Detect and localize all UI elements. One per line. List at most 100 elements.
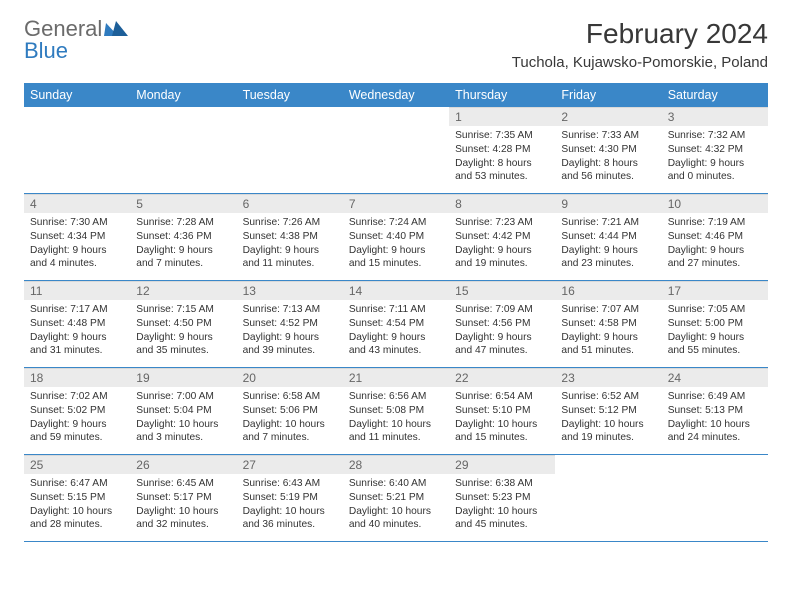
day-number: 10 [662,194,768,213]
day-details: Sunrise: 6:43 AMSunset: 5:19 PMDaylight:… [237,474,343,538]
day-number: 1 [449,107,555,126]
day-details: Sunrise: 6:54 AMSunset: 5:10 PMDaylight:… [449,387,555,451]
day-cell: 8Sunrise: 7:23 AMSunset: 4:42 PMDaylight… [449,194,555,280]
day-cell: 29Sunrise: 6:38 AMSunset: 5:23 PMDayligh… [449,455,555,541]
day-cell: 6Sunrise: 7:26 AMSunset: 4:38 PMDaylight… [237,194,343,280]
day-details: Sunrise: 7:09 AMSunset: 4:56 PMDaylight:… [449,300,555,364]
day-cell: 28Sunrise: 6:40 AMSunset: 5:21 PMDayligh… [343,455,449,541]
week-row: 1Sunrise: 7:35 AMSunset: 4:28 PMDaylight… [24,107,768,194]
day-number: 17 [662,281,768,300]
week-row: 4Sunrise: 7:30 AMSunset: 4:34 PMDaylight… [24,194,768,281]
day-details: Sunrise: 6:56 AMSunset: 5:08 PMDaylight:… [343,387,449,451]
day-number: 11 [24,281,130,300]
day-cell: 13Sunrise: 7:13 AMSunset: 4:52 PMDayligh… [237,281,343,367]
empty-cell [343,107,449,193]
day-header-row: SundayMondayTuesdayWednesdayThursdayFrid… [24,83,768,107]
day-details: Sunrise: 6:49 AMSunset: 5:13 PMDaylight:… [662,387,768,451]
day-number: 24 [662,368,768,387]
empty-cell [130,107,236,193]
day-cell: 10Sunrise: 7:19 AMSunset: 4:46 PMDayligh… [662,194,768,280]
day-number: 20 [237,368,343,387]
day-cell: 7Sunrise: 7:24 AMSunset: 4:40 PMDaylight… [343,194,449,280]
day-cell: 1Sunrise: 7:35 AMSunset: 4:28 PMDaylight… [449,107,555,193]
calendar: SundayMondayTuesdayWednesdayThursdayFrid… [24,83,768,542]
day-cell: 23Sunrise: 6:52 AMSunset: 5:12 PMDayligh… [555,368,661,454]
day-number: 8 [449,194,555,213]
day-details: Sunrise: 7:24 AMSunset: 4:40 PMDaylight:… [343,213,449,277]
day-cell: 25Sunrise: 6:47 AMSunset: 5:15 PMDayligh… [24,455,130,541]
day-details: Sunrise: 6:38 AMSunset: 5:23 PMDaylight:… [449,474,555,538]
day-details: Sunrise: 7:21 AMSunset: 4:44 PMDaylight:… [555,213,661,277]
logo: General Blue [24,18,128,62]
day-details: Sunrise: 6:47 AMSunset: 5:15 PMDaylight:… [24,474,130,538]
day-details: Sunrise: 6:58 AMSunset: 5:06 PMDaylight:… [237,387,343,451]
day-cell: 20Sunrise: 6:58 AMSunset: 5:06 PMDayligh… [237,368,343,454]
day-cell: 17Sunrise: 7:05 AMSunset: 5:00 PMDayligh… [662,281,768,367]
day-details: Sunrise: 6:52 AMSunset: 5:12 PMDaylight:… [555,387,661,451]
day-number: 12 [130,281,236,300]
empty-cell [24,107,130,193]
day-cell: 3Sunrise: 7:32 AMSunset: 4:32 PMDaylight… [662,107,768,193]
day-details: Sunrise: 7:00 AMSunset: 5:04 PMDaylight:… [130,387,236,451]
day-header-cell: Thursday [449,83,555,107]
day-header-cell: Tuesday [237,83,343,107]
day-details: Sunrise: 6:40 AMSunset: 5:21 PMDaylight:… [343,474,449,538]
header: General Blue February 2024 Tuchola, Kuja… [24,18,768,71]
empty-cell [662,455,768,541]
day-number: 18 [24,368,130,387]
day-number: 4 [24,194,130,213]
day-cell: 27Sunrise: 6:43 AMSunset: 5:19 PMDayligh… [237,455,343,541]
day-details: Sunrise: 7:19 AMSunset: 4:46 PMDaylight:… [662,213,768,277]
day-header-cell: Monday [130,83,236,107]
day-details: Sunrise: 7:02 AMSunset: 5:02 PMDaylight:… [24,387,130,451]
weeks-container: 1Sunrise: 7:35 AMSunset: 4:28 PMDaylight… [24,107,768,542]
day-cell: 9Sunrise: 7:21 AMSunset: 4:44 PMDaylight… [555,194,661,280]
day-cell: 18Sunrise: 7:02 AMSunset: 5:02 PMDayligh… [24,368,130,454]
week-row: 18Sunrise: 7:02 AMSunset: 5:02 PMDayligh… [24,368,768,455]
day-details: Sunrise: 7:05 AMSunset: 5:00 PMDaylight:… [662,300,768,364]
day-cell: 2Sunrise: 7:33 AMSunset: 4:30 PMDaylight… [555,107,661,193]
logo-triangle-icon [104,20,128,39]
day-header-cell: Friday [555,83,661,107]
day-cell: 22Sunrise: 6:54 AMSunset: 5:10 PMDayligh… [449,368,555,454]
week-row: 25Sunrise: 6:47 AMSunset: 5:15 PMDayligh… [24,455,768,542]
day-number: 7 [343,194,449,213]
day-details: Sunrise: 7:30 AMSunset: 4:34 PMDaylight:… [24,213,130,277]
day-number: 27 [237,455,343,474]
day-number: 3 [662,107,768,126]
day-header-cell: Wednesday [343,83,449,107]
week-row: 11Sunrise: 7:17 AMSunset: 4:48 PMDayligh… [24,281,768,368]
empty-cell [555,455,661,541]
day-cell: 24Sunrise: 6:49 AMSunset: 5:13 PMDayligh… [662,368,768,454]
day-details: Sunrise: 6:45 AMSunset: 5:17 PMDaylight:… [130,474,236,538]
day-number: 16 [555,281,661,300]
day-number: 22 [449,368,555,387]
day-cell: 4Sunrise: 7:30 AMSunset: 4:34 PMDaylight… [24,194,130,280]
day-number: 5 [130,194,236,213]
day-number: 29 [449,455,555,474]
day-number: 9 [555,194,661,213]
empty-cell [237,107,343,193]
day-details: Sunrise: 7:17 AMSunset: 4:48 PMDaylight:… [24,300,130,364]
month-title: February 2024 [512,18,768,50]
day-header-cell: Sunday [24,83,130,107]
day-cell: 21Sunrise: 6:56 AMSunset: 5:08 PMDayligh… [343,368,449,454]
day-number: 26 [130,455,236,474]
day-number: 21 [343,368,449,387]
day-cell: 5Sunrise: 7:28 AMSunset: 4:36 PMDaylight… [130,194,236,280]
day-cell: 16Sunrise: 7:07 AMSunset: 4:58 PMDayligh… [555,281,661,367]
day-number: 28 [343,455,449,474]
day-cell: 26Sunrise: 6:45 AMSunset: 5:17 PMDayligh… [130,455,236,541]
day-details: Sunrise: 7:26 AMSunset: 4:38 PMDaylight:… [237,213,343,277]
day-cell: 12Sunrise: 7:15 AMSunset: 4:50 PMDayligh… [130,281,236,367]
day-details: Sunrise: 7:32 AMSunset: 4:32 PMDaylight:… [662,126,768,190]
day-details: Sunrise: 7:13 AMSunset: 4:52 PMDaylight:… [237,300,343,364]
day-number: 25 [24,455,130,474]
day-number: 6 [237,194,343,213]
day-cell: 19Sunrise: 7:00 AMSunset: 5:04 PMDayligh… [130,368,236,454]
day-cell: 11Sunrise: 7:17 AMSunset: 4:48 PMDayligh… [24,281,130,367]
day-details: Sunrise: 7:33 AMSunset: 4:30 PMDaylight:… [555,126,661,190]
logo-blue: Blue [24,38,68,63]
day-details: Sunrise: 7:07 AMSunset: 4:58 PMDaylight:… [555,300,661,364]
day-number: 13 [237,281,343,300]
